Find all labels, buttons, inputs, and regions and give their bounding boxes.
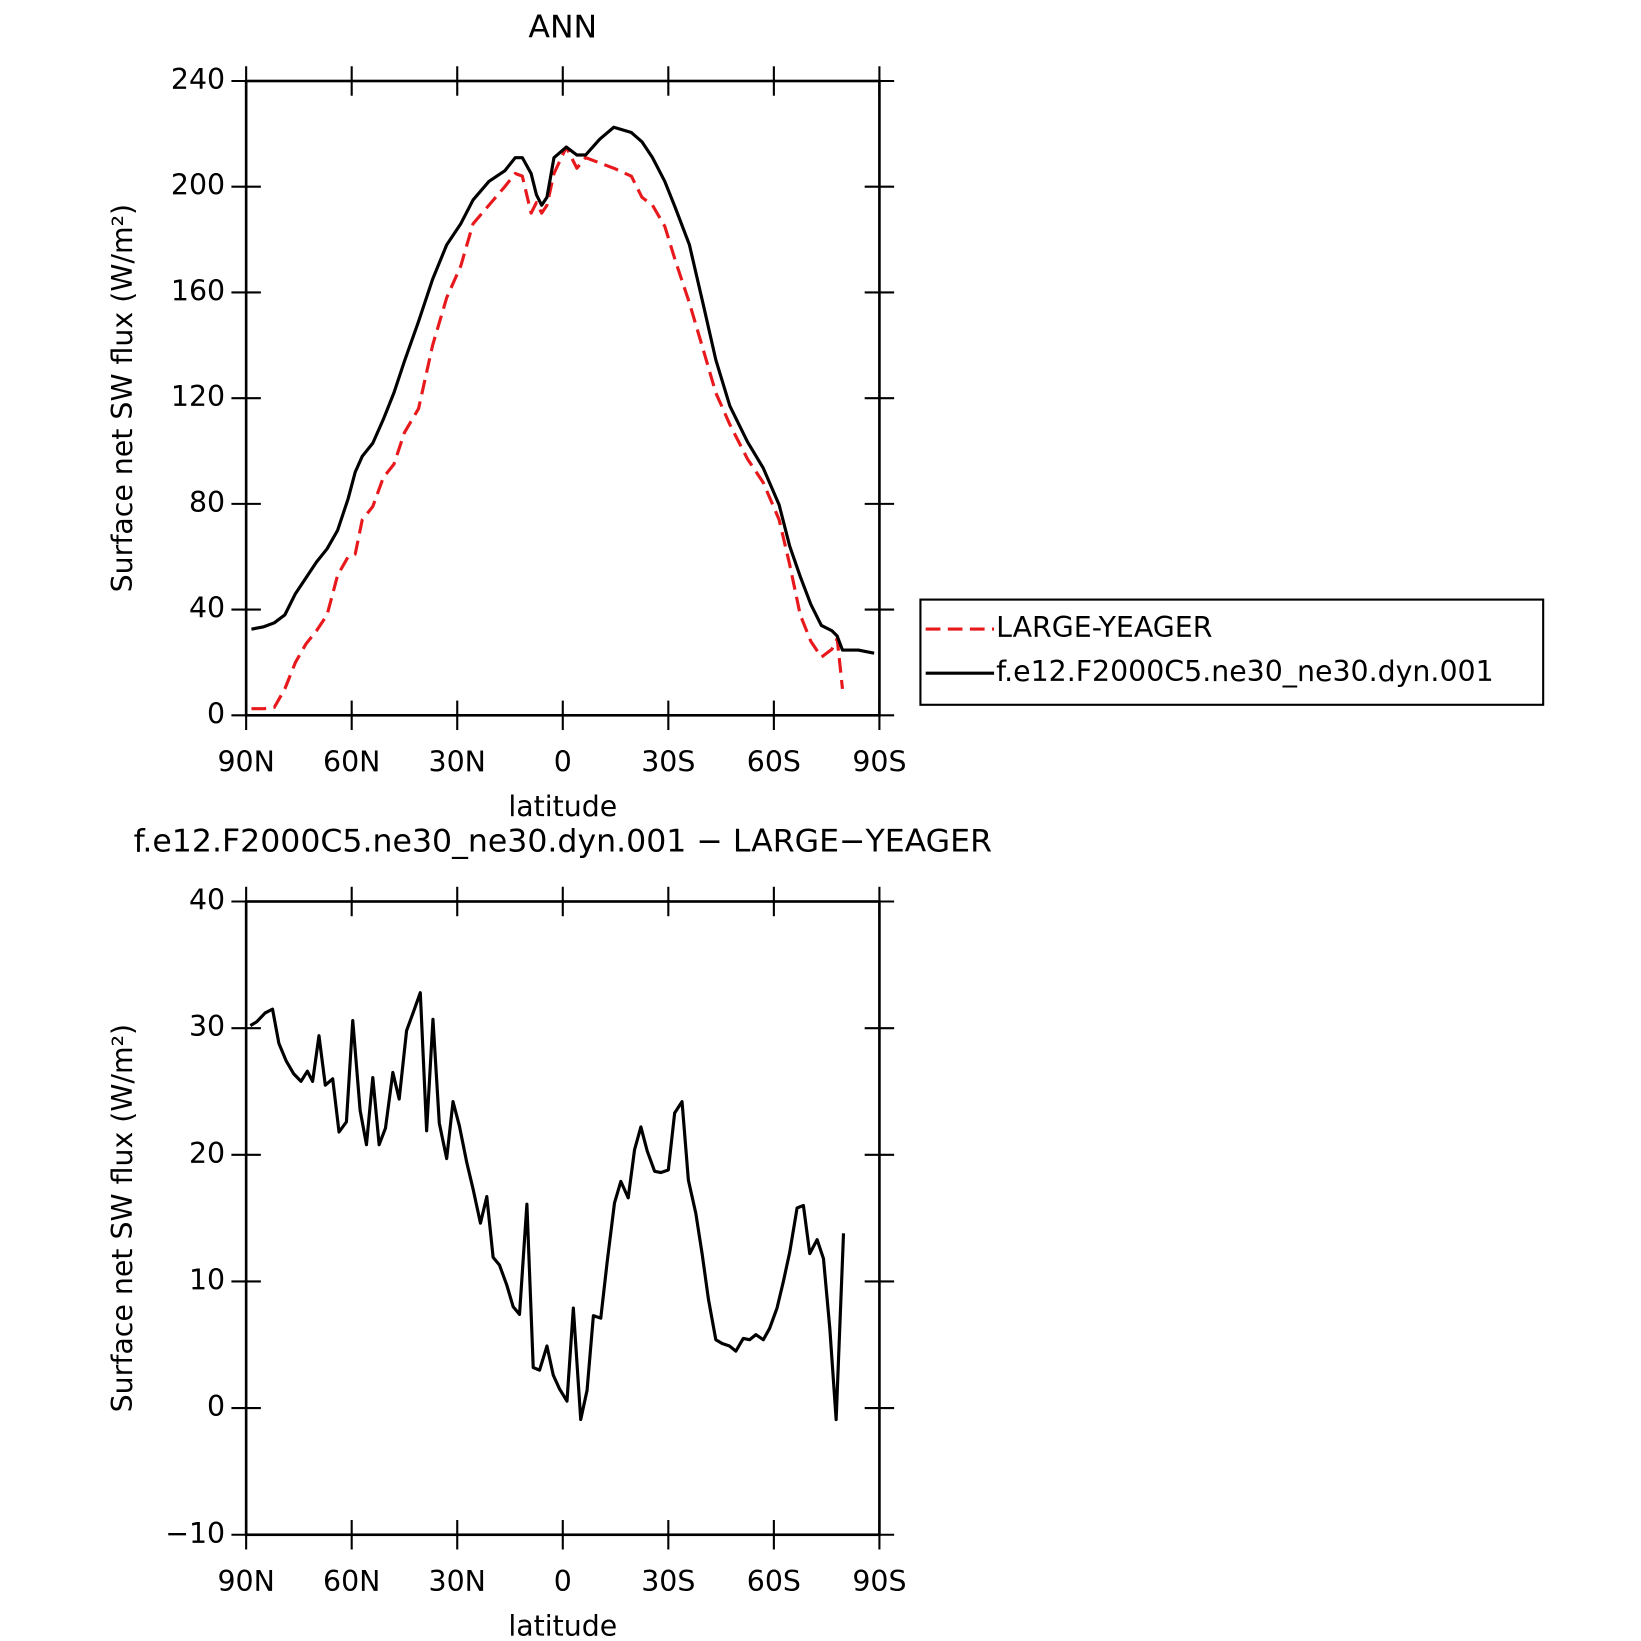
y-tick-label: 30 [189,1010,225,1043]
x-tick-label: 90S [852,746,906,779]
x-tick-label: 0 [554,1565,572,1598]
x-tick-label: 30S [641,746,695,779]
y-tick-label: −10 [165,1517,225,1550]
x-axis-label: latitude [508,1609,617,1641]
x-axis-label: latitude [508,790,617,823]
y-tick-label: 80 [189,486,225,519]
y-tick-label: 0 [207,697,225,730]
series-line [251,145,845,711]
y-tick-label: 40 [189,883,225,916]
y-axis-label: Surface net SW flux (W/m²) [106,1024,139,1412]
x-tick-label: 60N [323,746,380,779]
x-tick-label: 60S [747,1565,801,1598]
y-tick-label: 40 [189,592,225,625]
chart-title: f.e12.F2000C5.ne30_ne30.dyn.001 − LARGE−… [134,824,993,860]
x-tick-label: 30S [641,1565,695,1598]
x-tick-label: 60N [323,1565,380,1598]
y-tick-label: 120 [171,380,225,413]
y-tick-label: 10 [189,1263,225,1296]
y-tick-label: 0 [207,1390,225,1423]
y-axis-label: Surface net SW flux (W/m²) [106,204,139,592]
y-tick-label: 240 [171,63,225,96]
chart-title: ANN [528,9,597,45]
plot-frame [244,900,881,1537]
x-tick-label: 60S [747,746,801,779]
y-tick-label: 200 [171,169,225,202]
x-tick-label: 30N [429,746,486,779]
x-tick-label: 30N [429,1565,486,1598]
y-tick-label: 20 [189,1137,225,1170]
plot-frame [244,79,881,717]
legend-label: LARGE-YEAGER [996,611,1212,644]
x-tick-label: 90S [852,1565,906,1598]
legend-box [919,598,1545,706]
x-tick-label: 90N [217,746,274,779]
legend-label: f.e12.F2000C5.ne30_ne30.dyn.001 [996,655,1493,688]
y-tick-label: 160 [171,274,225,307]
x-tick-label: 0 [554,746,572,779]
series-line [251,125,875,655]
x-tick-label: 90N [217,1565,274,1598]
series-line [249,991,846,1422]
